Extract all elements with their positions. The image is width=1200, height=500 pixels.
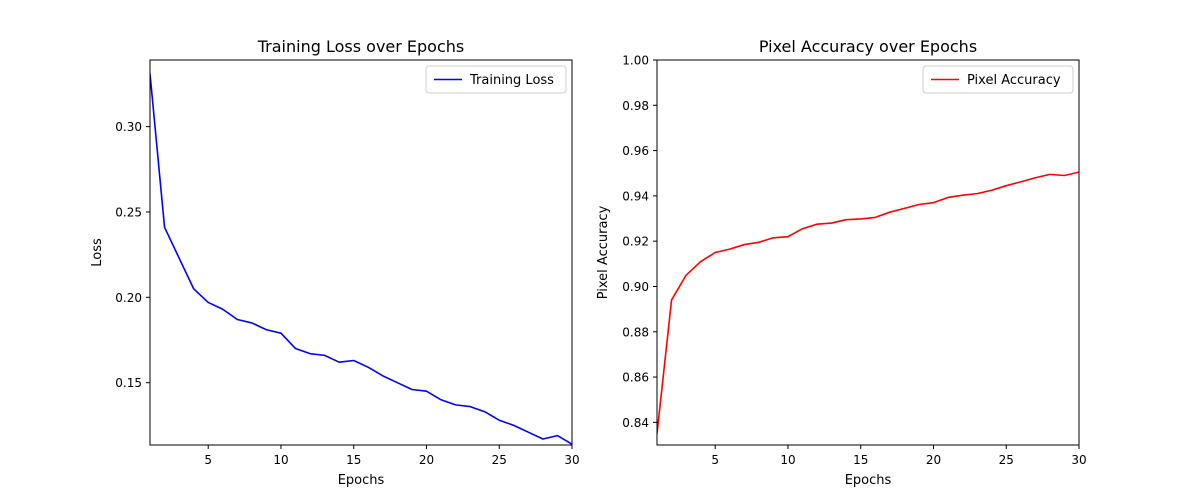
chart-1-title: Training Loss over Epochs [257,37,465,56]
chart-2-x-tick-label: 10 [780,453,795,467]
chart-1-axes-frame [149,59,573,446]
chart-1-y-axis-label: Loss [90,238,105,267]
chart-2-y-tick-label: 0.90 [622,280,649,294]
chart-2-x-tick-label: 5 [711,453,719,467]
chart-2-axes-frame [656,59,1080,446]
chart-2-y-axis-label: Pixel Accuracy [596,205,611,299]
chart-2-x-axis-label: Epochs [845,473,892,488]
chart-1-legend-label: Training Loss [469,73,554,88]
chart-1-y-tick-label: 0.15 [115,376,142,390]
chart-1-x-tick-label: 30 [564,453,579,467]
chart-1-x-tick-label: 20 [419,453,434,467]
chart-2-group: Pixel Accuracy over Epochs 5 10 15 20 25 30 0.8… [596,37,1087,488]
chart-1-x-axis-label: Epochs [338,473,385,488]
chart-2-y-tick-label: 0.86 [622,371,649,385]
chart-2-x-tick-label: 25 [999,453,1014,467]
chart-2-legend-box [922,65,1074,94]
chart-2-title: Pixel Accuracy over Epochs [759,37,977,56]
chart-2-x-tick-label: 20 [926,453,941,467]
chart-1-x-tick-label: 10 [273,453,288,467]
chart-2-x-tick-label: 15 [853,453,868,467]
chart-2-series-line-1 [657,171,1079,434]
chart-2-y-tick-label: 0.98 [622,99,649,113]
chart-2-legend-label: Pixel Accuracy [967,73,1061,88]
chart-1-group: Training Loss over Epochs 5 10 15 20 25 30 0.15… [90,37,580,488]
chart-2-x-tick-label: 30 [1071,453,1086,467]
chart-2-y-tick-label: 1.00 [622,54,649,68]
chart-2-y-tick-label: 0.84 [622,416,649,430]
chart-1-y-tick-label: 0.25 [115,205,142,219]
chart-2-y-tick-label: 0.88 [622,325,649,339]
chart-1-x-tick-label: 25 [492,453,507,467]
chart-2-y-tick-label: 0.92 [622,235,649,249]
chart-2-y-tick-label: 0.96 [622,144,649,158]
chart-2-y-tick-label: 0.94 [622,189,649,203]
chart-1-legend-box [425,65,567,94]
chart-1-y-tick-label: 0.20 [115,291,142,305]
chart-1-series-line-1 [150,73,572,445]
chart-1-x-tick-label: 15 [346,453,361,467]
chart-1-y-tick-label: 0.30 [115,120,142,134]
chart-1-x-tick-label: 5 [204,453,212,467]
